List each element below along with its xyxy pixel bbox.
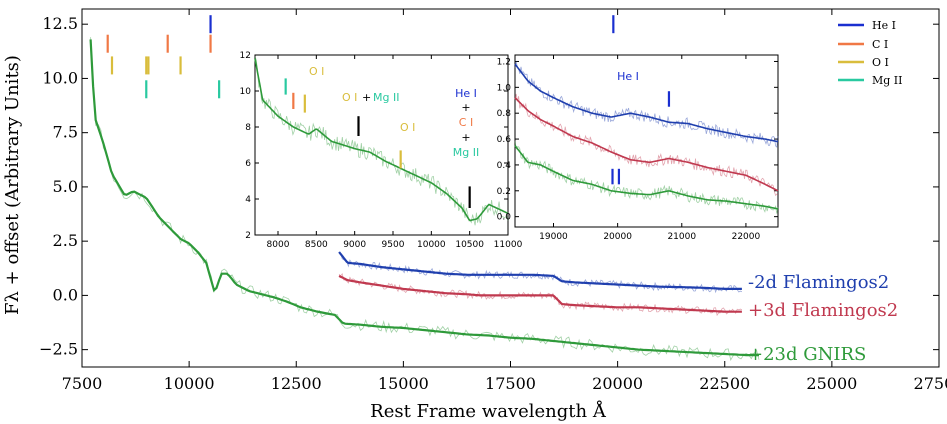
x-tick-label: 22000: [732, 232, 761, 242]
inset-left: 8000 8500 9000 9500 10000 10500 11000 2 4 6 8 10 12…: [240, 51, 523, 250]
x-tick-label: 10000: [164, 374, 215, 393]
legend-label-c1: C I: [872, 38, 888, 51]
y-tick-label: 6: [245, 159, 251, 169]
series-line-1: [338, 274, 742, 313]
inset-left-label-plus-mg: +: [362, 91, 371, 104]
y-tick-label: 1.2: [497, 57, 511, 67]
inset-left-frame: [254, 54, 509, 236]
inset-left-series: [254, 56, 509, 226]
x-axis-title: Rest Frame wavelength Å: [370, 400, 607, 422]
series-noisy-1: [338, 272, 743, 317]
y-tick-label: 2.5: [53, 231, 78, 250]
inset-left-label-o1-c: O I: [400, 121, 415, 134]
inset-left-label-o1-b: O I: [342, 91, 357, 104]
x-tick-label: 25000: [806, 374, 857, 393]
main-x-tick-labels: 7500 10000 12500 15000 17500 20000 22500 25000 2…: [62, 374, 947, 393]
series-line-2: [89, 39, 759, 357]
y-tick-label: 0.8: [497, 109, 512, 119]
inset-left-y-tick-labels: 2 4 6 8 10 12: [240, 51, 252, 241]
y-tick-label: 0.0: [53, 285, 78, 304]
y-tick-label: 7.5: [53, 123, 78, 142]
x-tick-label: 22500: [699, 374, 750, 393]
inset-right-frame: [514, 54, 779, 228]
inset-right-ticks: [515, 55, 778, 227]
series-noisy-0: [254, 56, 509, 226]
legend-label-he1: He I: [872, 19, 896, 32]
x-tick-label: 17500: [485, 374, 536, 393]
series-noisy-0: [514, 61, 779, 148]
inset-left-label-he1: He I: [455, 87, 477, 100]
y-tick-label: 10: [240, 87, 252, 97]
x-tick-label: 20000: [592, 374, 643, 393]
x-tick-label: 27500: [914, 374, 947, 393]
series-line-0: [338, 251, 742, 290]
inset-left-label-mg2-b: Mg II: [453, 146, 479, 159]
series-line-2: [514, 145, 779, 210]
inset-left-label-plus-a: +: [461, 101, 470, 114]
y-tick-label: 2: [245, 231, 251, 241]
y-tick-label: 10.0: [42, 68, 78, 87]
y-tick-label: 8: [245, 123, 251, 133]
x-tick-label: 10500: [455, 240, 484, 250]
legend-label-o1: O I: [872, 56, 889, 69]
inset-left-label-mg2-a: Mg II: [373, 91, 399, 104]
y-tick-label: 12.5: [42, 14, 78, 33]
inset-right-label-he1: He I: [617, 70, 639, 83]
y-axis-title: Fλ + offset (Arbitrary Units): [2, 55, 23, 315]
series-noisy-1: [514, 93, 779, 197]
x-tick-label: 19000: [539, 232, 568, 242]
x-tick-label: 12500: [271, 374, 322, 393]
main-tick-marks: [81, 9, 940, 367]
y-tick-label: 5.0: [53, 177, 78, 196]
x-tick-label: 15000: [378, 374, 429, 393]
y-tick-label: −2.5: [39, 340, 78, 359]
main-line-markers: [106, 15, 615, 99]
series-line-0: [254, 58, 509, 222]
inset-right-markers: [611, 91, 671, 185]
series-line-0: [514, 63, 779, 143]
x-tick-label: 9500: [382, 240, 405, 250]
series-label-plus3d: +3d Flamingos2: [748, 300, 898, 321]
inset-left-label-plus-b: +: [461, 131, 470, 144]
series-noisy-2: [514, 141, 779, 214]
x-tick-label: 8000: [267, 240, 290, 250]
y-tick-label: 0.2: [497, 187, 511, 197]
inset-right-y-tick-labels: 0.0 0.2 0.4 0.6 0.8 1.0 1.2: [497, 57, 512, 222]
y-tick-label: 0.6: [497, 135, 512, 145]
inset-left-markers: [284, 78, 471, 208]
legend-label-mg2: Mg II: [872, 74, 903, 87]
y-tick-label: 4: [245, 195, 251, 205]
y-tick-label: 12: [240, 51, 251, 61]
inset-left-label-o1-a: O I: [309, 65, 324, 78]
inset-left-label-c1: C I: [459, 116, 473, 129]
y-tick-label: 0.0: [497, 213, 512, 223]
x-tick-label: 20000: [603, 232, 632, 242]
y-tick-label: 0.4: [497, 161, 512, 171]
main-y-tick-labels: −2.5 0.0 2.5 5.0 7.5 10.0 12.5: [39, 14, 78, 358]
x-tick-label: 10000: [417, 240, 446, 250]
inset-right: 19000 20000 21000 22000 0.0 0.2 0.4 0.6 0.8 1.0 1…: [497, 54, 779, 242]
series-label-minus2d: -2d Flamingos2: [748, 272, 889, 293]
x-tick-label: 9000: [343, 240, 366, 250]
inset-left-x-tick-labels: 8000 8500 9000 9500 10000 10500 11000: [267, 240, 523, 250]
y-tick-label: 1.0: [497, 83, 512, 93]
x-tick-label: 8500: [305, 240, 328, 250]
series-label-plus23d: +23d GNIRS: [748, 344, 866, 365]
inset-right-series: [514, 61, 779, 214]
x-tick-label: 21000: [667, 232, 696, 242]
inset-left-ticks: [255, 54, 509, 236]
x-tick-label: 7500: [62, 374, 103, 393]
x-tick-label: 11000: [494, 240, 523, 250]
main-series-group: [89, 37, 760, 361]
legend: He I C I O I Mg II: [838, 19, 903, 87]
series-line-1: [514, 97, 779, 192]
inset-right-x-tick-labels: 19000 20000 21000 22000: [539, 232, 760, 242]
